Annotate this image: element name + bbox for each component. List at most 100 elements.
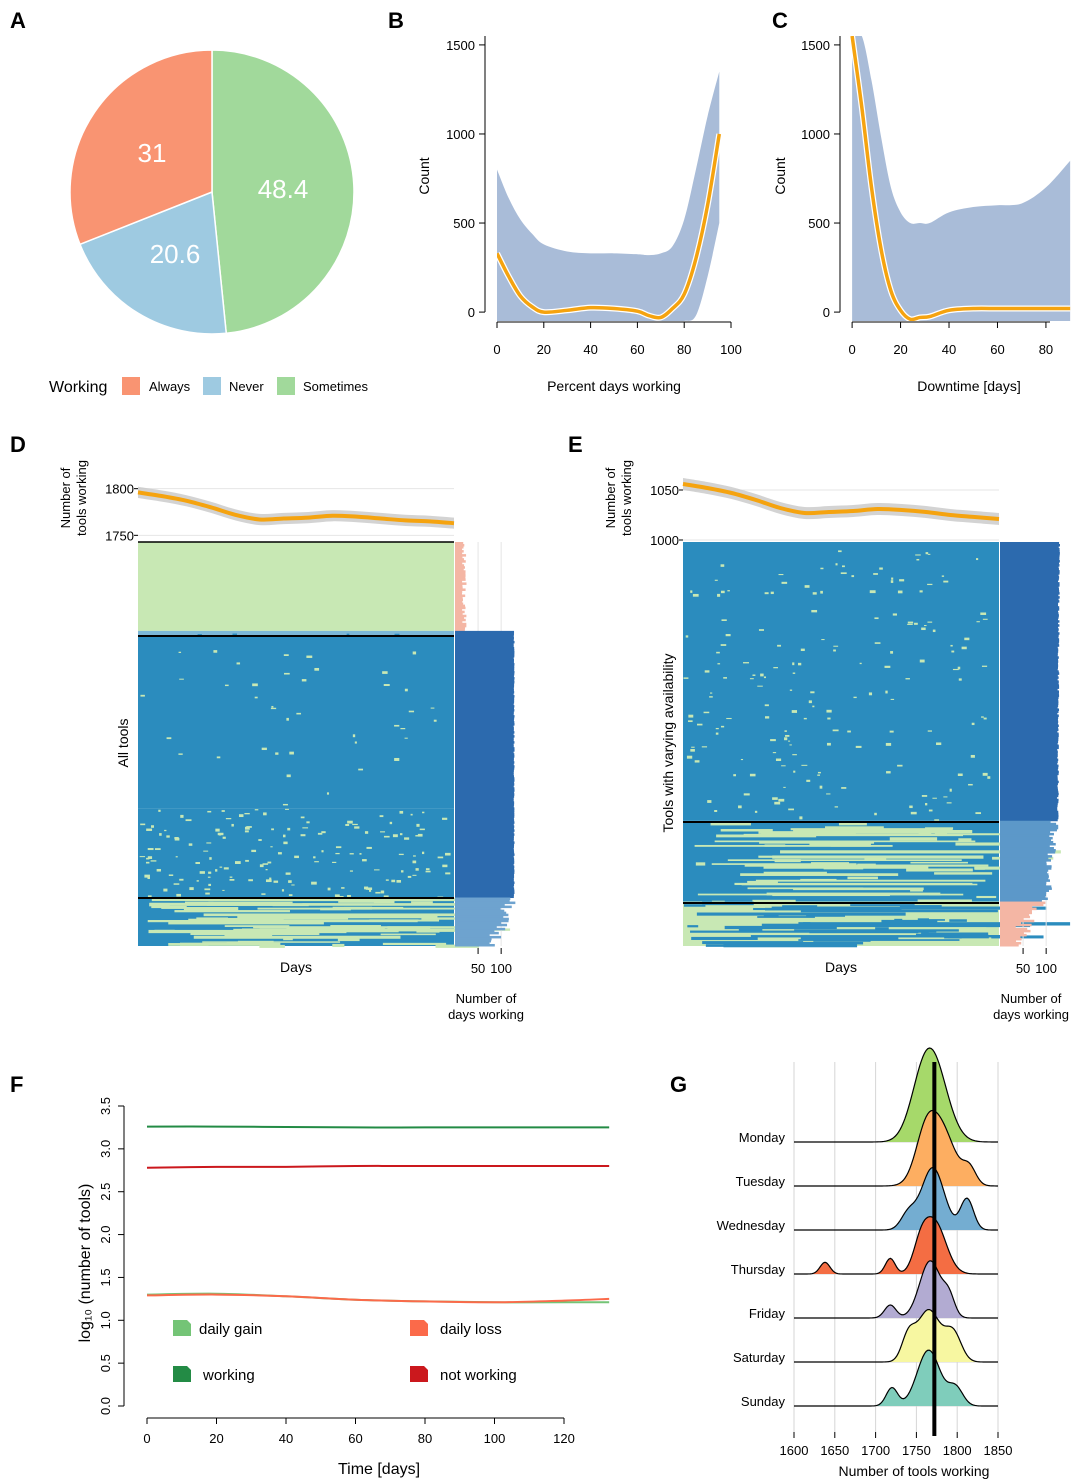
side-bar: [1000, 770, 1059, 774]
heatmap-cell: [380, 831, 386, 833]
heatmap-cell: [164, 829, 167, 832]
side-bar: [1000, 780, 1059, 784]
heatmap-cell: [952, 668, 959, 671]
heatmap-cell: [976, 558, 979, 561]
side-bar: [455, 654, 515, 658]
heatmap-cell: [289, 751, 294, 755]
heatmap-cell: [273, 880, 279, 883]
heatmap-stripe: [761, 833, 932, 836]
heatmap-cell: [757, 685, 763, 687]
side-bar: [455, 689, 514, 692]
heatmap-cell: [788, 808, 794, 811]
heatmap-cell: [286, 774, 291, 778]
side-bar: [1000, 899, 1042, 903]
side-bar: [455, 707, 515, 710]
side-bar: [455, 815, 515, 818]
heatmap-cell: [686, 755, 693, 759]
side-bar: [455, 841, 515, 844]
side-bar: [1000, 700, 1059, 703]
side-bar: [455, 584, 463, 587]
panel-d-top-y-label-1: Number of: [58, 467, 73, 528]
heatmap-cell: [778, 798, 785, 802]
heatmap-cell: [810, 691, 815, 694]
side-bar: [455, 711, 514, 714]
top-trend-line: [682, 482, 1000, 521]
heatmap-cell: [851, 575, 855, 578]
side-bar: [1000, 861, 1047, 864]
heatmap-cell: [150, 825, 154, 828]
heatmap-cell: [196, 880, 199, 882]
side-bar: [1000, 634, 1059, 637]
heatmap-cell: [927, 553, 931, 555]
heatmap-cell: [770, 739, 776, 742]
heatmap-cell: [925, 802, 928, 806]
side-bar: [455, 921, 502, 925]
ridge-outline-tuesday: [794, 1109, 999, 1187]
heatmap-cell: [224, 933, 273, 937]
side-tick-label: 100: [490, 961, 512, 976]
heatmap-cell: [282, 834, 286, 838]
side-bar: [1000, 592, 1060, 595]
side-bar: [1000, 806, 1058, 810]
side-bar: [1000, 552, 1060, 555]
y-tick-label: 0: [468, 305, 475, 320]
side-bar: [1000, 744, 1059, 748]
side-bar: [455, 913, 509, 917]
ridge-fill-thursday: [794, 1216, 998, 1274]
side-bar: [1000, 694, 1060, 697]
f-x-tick-label: 20: [209, 1431, 223, 1446]
legend-not-working: not working: [440, 1367, 517, 1384]
side-bar: [455, 735, 515, 738]
side-bar: [1000, 666, 1059, 669]
heatmap-stripe: [168, 921, 324, 925]
heatmap-cell: [166, 835, 170, 838]
ridge-fill-monday: [794, 1048, 998, 1142]
g-x-tick-label: 1850: [984, 1443, 1013, 1458]
side-bar: [455, 789, 515, 792]
side-bar: [1000, 881, 1047, 884]
side-bar: [455, 606, 466, 610]
heatmap-cell: [302, 827, 309, 829]
heatmap-cell: [695, 862, 706, 866]
side-bar: [455, 771, 514, 774]
heatmap-cell: [850, 904, 915, 907]
side-bar: [1000, 658, 1059, 661]
heatmap-stripe: [193, 935, 401, 939]
x-tick-label: 0: [848, 342, 855, 357]
heatmap-stripe: [696, 912, 906, 916]
legend-working: working: [202, 1367, 255, 1384]
side-bar: [1000, 742, 1058, 746]
side-bar: [1000, 726, 1059, 730]
panel-d-top-y-label-2: tools working: [74, 460, 89, 536]
side-bar: [455, 578, 466, 581]
legend-swatch-not-working: [410, 1366, 428, 1382]
side-bar: [1000, 584, 1060, 587]
side-bar: [455, 919, 509, 923]
heatmap-stripe: [766, 892, 941, 896]
heatmap-cell: [437, 856, 444, 859]
side-bar: [1000, 941, 1022, 945]
heatmap-cell: [332, 943, 345, 948]
side-bar: [455, 855, 514, 858]
side-bar: [1000, 736, 1059, 740]
side-bar: [455, 590, 463, 593]
heatmap-cell: [697, 723, 703, 726]
heatmap-cell: [422, 851, 425, 855]
panel-f-series: [146, 1125, 610, 1304]
heatmap-cell: [415, 868, 419, 871]
g-x-tick-label: 1600: [780, 1443, 809, 1458]
side-bar: [1000, 706, 1058, 709]
side-bar: [455, 658, 515, 662]
panel-g-grid: [793, 1062, 999, 1432]
side-bar: [1000, 554, 1060, 557]
side-bar: [455, 558, 465, 561]
legend-swatch-daily-loss: [410, 1320, 428, 1336]
heatmap-cell: [792, 662, 795, 666]
heatmap-stripe: [202, 941, 341, 943]
ridge-outline-thursday: [794, 1216, 998, 1275]
side-bar: [1000, 875, 1049, 878]
side-bar: [1000, 712, 1058, 715]
heatmap-cell: [401, 870, 404, 873]
heatmap-cell: [710, 822, 751, 826]
heatmap-cell: [251, 849, 257, 853]
